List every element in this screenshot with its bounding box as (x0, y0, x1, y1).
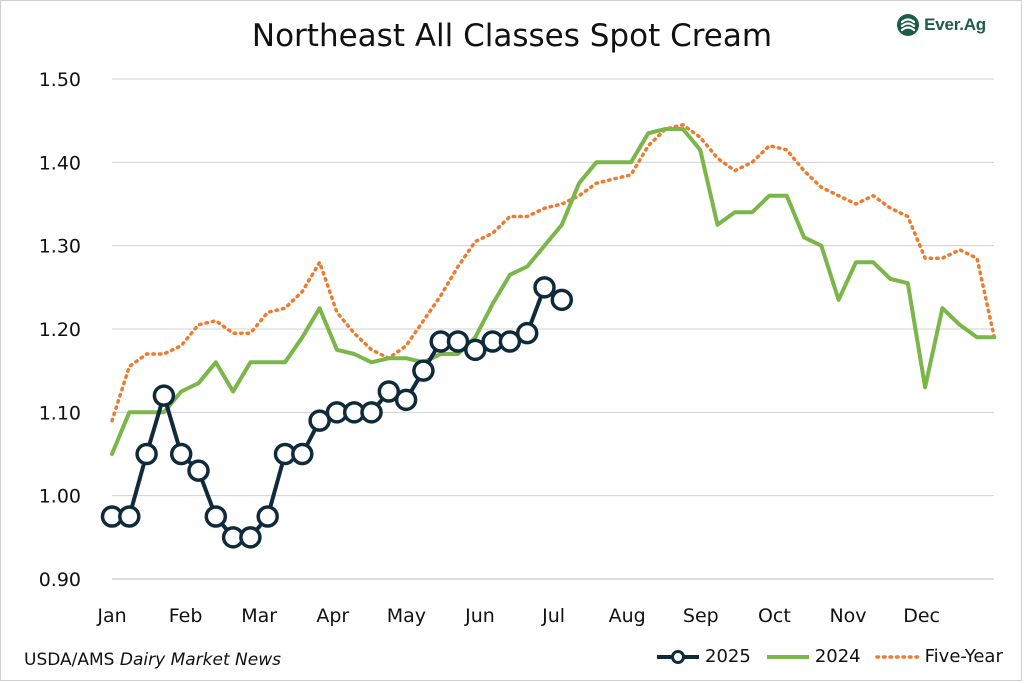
x-axis-ticks: Jan Feb Mar Apr May Jun Jul Aug Sep Oct Nov Dec (96, 605, 940, 627)
data-point-2025 (118, 505, 141, 528)
gridlines (112, 78, 994, 580)
source-note: USDA/AMS Dairy Market News (24, 650, 281, 670)
legend-item-five-year: Five-Year (874, 646, 1003, 667)
y-tick-label: 1.40 (39, 152, 81, 174)
legend-swatch-2025 (657, 649, 699, 664)
x-tick-label: Oct (758, 605, 791, 627)
x-tick-label: Jun (464, 605, 495, 627)
data-point-2025 (377, 380, 401, 403)
x-tick-label: Jul (541, 605, 565, 627)
series-line-2024 (110, 127, 997, 456)
x-tick-label: Aug (609, 605, 646, 627)
legend-label-five-year: Five-Year (924, 646, 1003, 667)
data-point-2025 (187, 459, 210, 482)
data-point-2025 (169, 442, 193, 466)
data-point-2025 (239, 526, 262, 549)
data-point-2025 (291, 442, 314, 466)
x-tick-label: Apr (316, 605, 349, 627)
data-point-2025 (412, 359, 435, 382)
y-tick-label: 0.90 (39, 569, 81, 591)
x-tick-label: Nov (829, 605, 866, 627)
series-line-five-year (110, 123, 997, 423)
x-tick-label: Dec (903, 605, 940, 627)
data-point-2025 (152, 384, 176, 407)
legend-label-2024: 2024 (814, 646, 861, 667)
x-tick-label: May (387, 605, 426, 627)
legend-label-2025: 2025 (705, 646, 751, 667)
data-point-2025 (308, 409, 331, 432)
legend-item-2024: 2024 (765, 646, 861, 667)
data-point-2025 (446, 330, 470, 353)
y-tick-label: 1.10 (39, 402, 81, 424)
source-italic: Dairy Market News (119, 650, 281, 670)
source-prefix: USDA/AMS (24, 650, 115, 670)
legend-item-2025: 2025 (655, 646, 751, 667)
data-point-2025 (550, 288, 574, 312)
legend-swatch-2024 (766, 654, 809, 659)
data-point-2025 (515, 321, 539, 345)
x-tick-label: Feb (169, 605, 203, 627)
data-point-2025 (464, 338, 487, 362)
x-tick-label: Sep (683, 605, 719, 627)
data-point-2025 (360, 401, 383, 424)
data-point-2025 (533, 276, 556, 299)
data-point-2025 (394, 388, 418, 412)
legend: 2025 2024 Five-Year (655, 646, 1017, 667)
y-tick-label: 1.20 (39, 319, 81, 341)
y-tick-label: 1.00 (39, 486, 81, 508)
data-point-2025 (204, 505, 228, 528)
data-point-2025 (256, 505, 279, 528)
logo-text: Ever.Ag (924, 15, 986, 34)
data-point-2025 (498, 330, 522, 353)
logo-icon (897, 14, 920, 36)
y-axis-ticks: 0.90 1.00 1.10 1.20 1.30 1.40 1.50 (39, 69, 81, 591)
x-tick-label: Jan (96, 605, 126, 627)
chart-title: Northeast All Classes Spot Cream (251, 18, 773, 54)
y-tick-label: 1.50 (39, 69, 81, 91)
legend-swatch-five-year (874, 654, 921, 659)
series-group (100, 123, 997, 549)
logo: Ever.Ag (896, 13, 986, 37)
y-tick-label: 1.30 (39, 236, 81, 258)
data-point-2025 (135, 442, 158, 466)
x-tick-label: Mar (241, 605, 277, 627)
